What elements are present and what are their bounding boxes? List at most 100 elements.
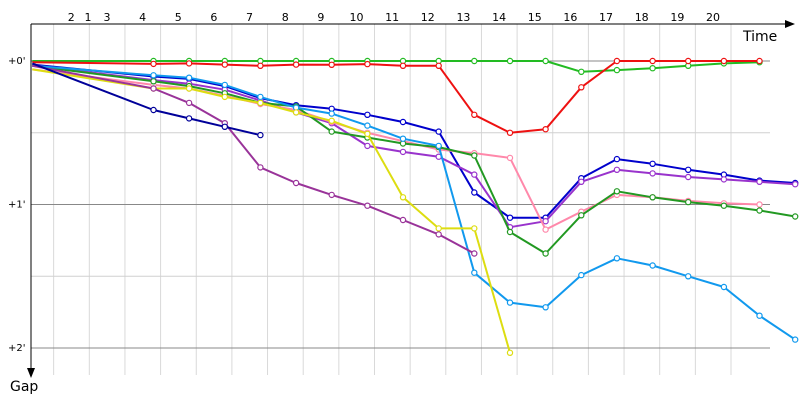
- series-point: [471, 269, 478, 276]
- series-point: [399, 118, 407, 126]
- series-point: [756, 207, 763, 214]
- x-tick-label: 7: [246, 11, 253, 24]
- series-point: [185, 115, 193, 122]
- series-point: [649, 194, 656, 201]
- x-tick-label: 12: [421, 11, 435, 24]
- series-point: [506, 154, 514, 162]
- series-point: [685, 198, 692, 206]
- series-line: [32, 60, 760, 134]
- series-point: [613, 255, 621, 262]
- series-point: [542, 250, 549, 257]
- x-tick-label: 11: [385, 11, 399, 24]
- series-point: [471, 152, 478, 159]
- series-point: [756, 312, 763, 319]
- series-point: [399, 194, 407, 201]
- series-point: [292, 179, 300, 187]
- series-point: [364, 122, 371, 129]
- x-tick-label: 5: [175, 11, 182, 24]
- series-point: [221, 61, 228, 68]
- series-point: [756, 178, 763, 185]
- series-point: [292, 61, 300, 68]
- series-point: [792, 180, 799, 188]
- series-point: [328, 117, 335, 125]
- series-point: [328, 110, 335, 117]
- series-point: [399, 135, 407, 142]
- series-layer: [31, 57, 799, 356]
- axes-layer: 12 3 4 5 6 7 8 9 10 11 12 13 14 15 16 17 18 19 20+0'+1'+2': [8, 11, 795, 378]
- y-axis-title: Gap: [10, 379, 38, 395]
- series-point: [792, 336, 799, 343]
- series-point: [150, 60, 157, 68]
- series-point: [435, 128, 442, 135]
- series-point: [506, 214, 514, 221]
- x-tick-label: 2: [68, 11, 75, 24]
- grid-layer: [31, 24, 770, 375]
- x-tick-label: 8: [282, 11, 289, 24]
- series-point: [364, 142, 371, 150]
- series-point: [649, 262, 656, 269]
- x-tick-label: 6: [210, 11, 217, 24]
- series-point: [542, 125, 549, 133]
- series-point: [542, 304, 549, 311]
- series-point: [792, 213, 799, 220]
- series-line: [32, 63, 796, 219]
- series-point: [257, 62, 264, 70]
- x-tick-label: 15: [528, 11, 542, 24]
- series-point: [364, 60, 371, 68]
- series-point: [185, 60, 193, 67]
- series-point: [328, 191, 335, 199]
- x-tick-label: 3: [103, 11, 110, 24]
- series-point: [435, 231, 442, 238]
- series-point: [257, 99, 264, 107]
- x-axis-arrow: [785, 20, 795, 28]
- series-point: [685, 166, 692, 173]
- y-axis-arrow: [27, 368, 35, 378]
- series-point: [720, 202, 728, 209]
- series-point: [685, 173, 692, 181]
- series-line: [32, 68, 760, 231]
- series-point: [471, 171, 478, 178]
- series-point: [328, 61, 335, 69]
- series-line: [32, 64, 796, 255]
- series-point: [257, 164, 264, 171]
- series-point: [185, 85, 193, 92]
- x-tick-label: 18: [635, 11, 649, 24]
- series-point: [613, 155, 621, 163]
- series-point: [364, 130, 371, 138]
- series-point: [506, 129, 514, 136]
- series-point: [399, 216, 407, 224]
- series-point: [364, 111, 371, 119]
- series-point: [399, 148, 407, 156]
- series-point: [613, 57, 621, 65]
- series-line: [32, 64, 796, 229]
- series-point: [578, 212, 585, 219]
- series-point: [720, 57, 728, 65]
- series-point: [578, 271, 585, 279]
- series-point: [435, 225, 442, 232]
- series-point: [185, 99, 193, 107]
- series-point: [720, 176, 728, 183]
- series-point: [685, 273, 692, 280]
- series-point: [435, 142, 442, 150]
- series-point: [257, 131, 264, 139]
- series-point: [542, 57, 549, 65]
- series-point: [328, 128, 335, 135]
- series-point: [471, 189, 478, 196]
- series-point: [685, 57, 692, 65]
- series-point: [578, 178, 585, 185]
- x-tick-label: 20: [706, 11, 720, 24]
- x-tick-label: 16: [563, 11, 577, 24]
- series-point: [649, 57, 656, 65]
- series-point: [221, 81, 228, 89]
- series-point: [221, 123, 228, 131]
- series-point: [649, 160, 656, 167]
- x-tick-label: 14: [492, 11, 506, 24]
- x-tick-label: 13: [456, 11, 470, 24]
- series-point: [542, 217, 549, 225]
- series-point: [221, 93, 228, 101]
- x-tick-label: 19: [670, 11, 684, 24]
- series-point: [364, 202, 371, 209]
- x-tick-label: 9: [317, 11, 324, 24]
- series-point: [150, 85, 157, 92]
- series-point: [756, 57, 763, 65]
